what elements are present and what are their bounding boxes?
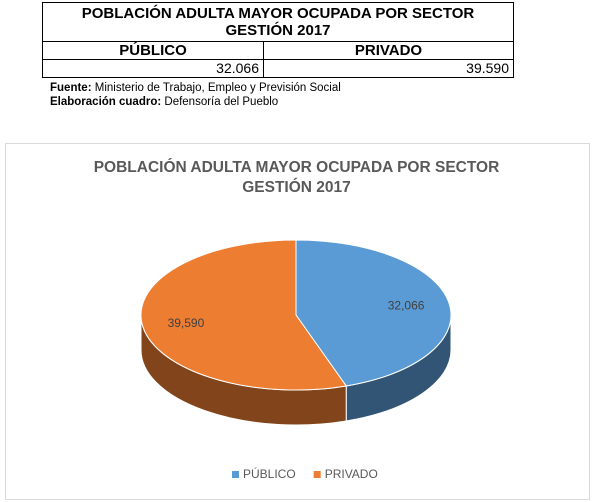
table-title: POBLACIÓN ADULTA MAYOR OCUPADA POR SECTO… (42, 2, 514, 42)
slice (295, 239, 452, 387)
slice (140, 239, 348, 391)
chart-title: POBLACIÓN ADULTA MAYOR OCUPADA POR SECTO… (93, 159, 500, 196)
data-table: POBLACIÓN ADULTA MAYOR OCUPADA POR SECTO… (42, 2, 514, 78)
legend-swatch (232, 471, 239, 478)
source-note: Fuente: Ministerio de Trabajo, Empleo y … (50, 82, 341, 94)
data-label: 32,066 (388, 298, 425, 312)
data-label: 39,590 (168, 316, 205, 330)
prepared-note: Elaboración cuadro: Defensoría del Puebl… (50, 96, 278, 108)
source-text: Ministerio de Trabajo, Empleo y Previsió… (94, 82, 341, 94)
legend-swatch (313, 471, 321, 478)
table-cell: 39.590 (263, 59, 514, 78)
source-label: Fuente: (50, 82, 92, 94)
prepared-text: Defensoría del Pueblo (164, 96, 279, 108)
prepared-label: Elaboración cuadro: (50, 96, 162, 108)
legend-label: PÚBLICO (243, 466, 296, 481)
legend-label: PRIVADO (325, 467, 378, 481)
chart-title-box: POBLACIÓN ADULTA MAYOR OCUPADA POR SECTO… (93, 159, 500, 196)
